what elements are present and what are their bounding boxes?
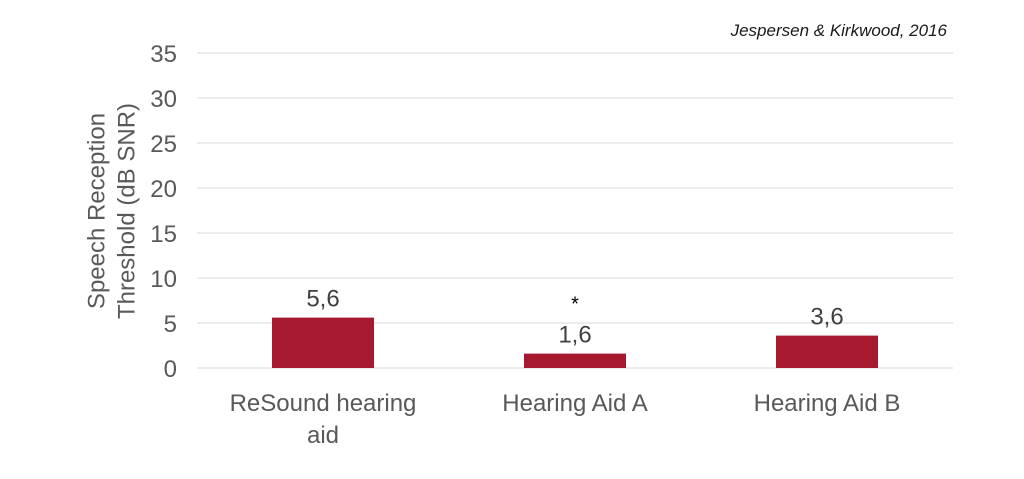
data-label: 3,6 [810,304,843,331]
y-tick-label: 0 [164,356,177,383]
data-label: 5,6 [306,286,339,313]
bar [524,353,626,368]
bar [272,317,374,368]
y-tick-label: 15 [150,221,177,248]
x-tick-label: Hearing Aid B [754,390,901,417]
y-axis-label: Speech Reception Threshold (dB SNR) [83,103,140,319]
y-tick-label: 5 [164,311,177,338]
y-tick-label: 35 [150,41,177,68]
data-label: 1,6 [558,322,591,349]
bar [776,335,878,368]
y-tick-label: 25 [150,131,177,158]
x-tick-label: Hearing Aid A [502,390,647,417]
x-axis-ticks: ReSound hearing aid Hearing Aid A Hearing A… [230,390,901,449]
y-tick-label: 20 [150,176,177,203]
y-axis-label-line: Speech Reception [83,113,110,309]
y-axis-ticks: 0 5 10 15 20 25 30 35 [150,41,177,383]
y-tick-label: 10 [150,266,177,293]
y-tick-label: 30 [150,86,177,113]
significance-marker: * [571,294,579,316]
x-tick-label: ReSound hearing [230,390,417,417]
y-axis-label-line: Threshold (dB SNR) [113,103,140,319]
citation-text: Jespersen & Kirkwood, 2016 [730,21,948,40]
bars: 5,6 1,6 * 3,6 [272,286,878,368]
x-tick-label: aid [307,422,339,449]
